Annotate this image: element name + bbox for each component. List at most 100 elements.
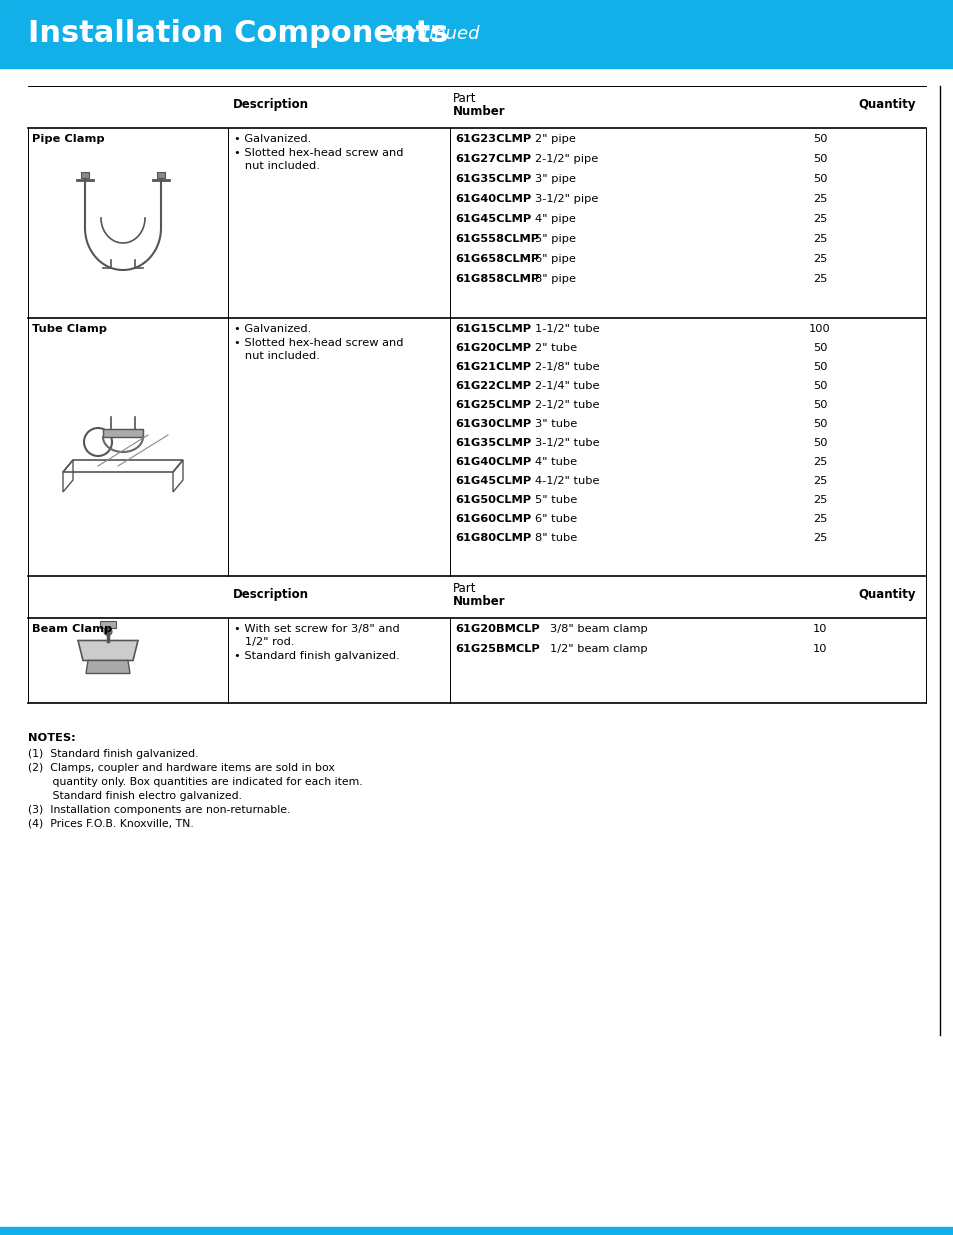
Text: 25: 25 [812, 194, 826, 204]
Text: 61G20BMCLP: 61G20BMCLP [455, 624, 539, 634]
Text: • Slotted hex-head screw and: • Slotted hex-head screw and [233, 338, 403, 348]
Text: Installation Components: Installation Components [28, 20, 448, 48]
Text: 61G20CLMP: 61G20CLMP [455, 343, 531, 353]
Text: 50: 50 [812, 135, 826, 144]
Text: 61G40CLMP: 61G40CLMP [455, 194, 531, 204]
Text: Beam Clamp: Beam Clamp [32, 624, 112, 634]
Text: 61G858CLMP: 61G858CLMP [455, 274, 538, 284]
Text: 50: 50 [812, 154, 826, 164]
Text: 25: 25 [812, 274, 826, 284]
Text: 3" pipe: 3" pipe [535, 174, 576, 184]
Text: 61G15CLMP: 61G15CLMP [455, 324, 531, 333]
Text: 4-1/2" tube: 4-1/2" tube [535, 475, 598, 487]
Text: Part: Part [453, 582, 476, 595]
Text: 50: 50 [812, 362, 826, 372]
Text: 100: 100 [808, 324, 830, 333]
Text: Number: Number [453, 105, 505, 119]
Text: • Standard finish galvanized.: • Standard finish galvanized. [233, 651, 399, 661]
Text: Description: Description [233, 588, 309, 601]
Text: 25: 25 [812, 457, 826, 467]
Text: 2-1/4" tube: 2-1/4" tube [535, 382, 598, 391]
Text: (3)  Installation components are non-returnable.: (3) Installation components are non-retu… [28, 805, 290, 815]
Text: Description: Description [233, 98, 309, 111]
Bar [0, 0, 953, 68]
Polygon shape [78, 641, 138, 661]
Text: 3" tube: 3" tube [535, 419, 577, 429]
Text: 1-1/2" tube: 1-1/2" tube [535, 324, 599, 333]
Text: 61G25BMCLP: 61G25BMCLP [455, 643, 539, 655]
Text: 61G35CLMP: 61G35CLMP [455, 174, 531, 184]
Text: 61G60CLMP: 61G60CLMP [455, 514, 531, 524]
Bar [100, 620, 116, 627]
Text: 2-1/8" tube: 2-1/8" tube [535, 362, 599, 372]
Text: 61G50CLMP: 61G50CLMP [455, 495, 531, 505]
Text: 61G35CLMP: 61G35CLMP [455, 438, 531, 448]
Text: 3-1/2" pipe: 3-1/2" pipe [535, 194, 598, 204]
Text: 4" pipe: 4" pipe [535, 214, 576, 224]
Text: 8" tube: 8" tube [535, 534, 577, 543]
Text: 5" pipe: 5" pipe [535, 233, 576, 245]
Text: 61G45CLMP: 61G45CLMP [455, 214, 531, 224]
Text: 10: 10 [812, 624, 826, 634]
Polygon shape [86, 661, 130, 673]
Text: 61G30CLMP: 61G30CLMP [455, 419, 531, 429]
Bar [0, 1228, 953, 1235]
Text: 6" pipe: 6" pipe [535, 254, 576, 264]
Text: Quantity: Quantity [858, 588, 915, 601]
Text: 25: 25 [812, 254, 826, 264]
Text: 4" tube: 4" tube [535, 457, 577, 467]
Text: 25: 25 [812, 214, 826, 224]
Text: 2" tube: 2" tube [535, 343, 577, 353]
Text: 50: 50 [812, 400, 826, 410]
Text: • Galvanized.: • Galvanized. [233, 135, 311, 144]
Text: 61G27CLMP: 61G27CLMP [455, 154, 531, 164]
Text: 25: 25 [812, 514, 826, 524]
Text: 1/2" rod.: 1/2" rod. [233, 637, 294, 647]
Text: Tube Clamp: Tube Clamp [32, 324, 107, 333]
Text: 6" tube: 6" tube [535, 514, 577, 524]
Text: nut included.: nut included. [233, 161, 319, 170]
Text: 50: 50 [812, 343, 826, 353]
Text: 5" tube: 5" tube [535, 495, 577, 505]
Text: (1)  Standard finish galvanized.: (1) Standard finish galvanized. [28, 748, 198, 760]
Text: Standard finish electro galvanized.: Standard finish electro galvanized. [28, 790, 242, 802]
Text: 61G25CLMP: 61G25CLMP [455, 400, 531, 410]
Text: • With set screw for 3/8" and: • With set screw for 3/8" and [233, 624, 399, 634]
Text: 61G40CLMP: 61G40CLMP [455, 457, 531, 467]
FancyBboxPatch shape [157, 172, 165, 178]
Text: 50: 50 [812, 419, 826, 429]
Text: 61G80CLMP: 61G80CLMP [455, 534, 531, 543]
Text: 10: 10 [812, 643, 826, 655]
Text: Part: Part [453, 91, 476, 105]
Text: • Galvanized.: • Galvanized. [233, 324, 311, 333]
Text: 8" pipe: 8" pipe [535, 274, 576, 284]
Text: 61G658CLMP: 61G658CLMP [455, 254, 538, 264]
Text: 3/8" beam clamp: 3/8" beam clamp [550, 624, 647, 634]
Text: 25: 25 [812, 495, 826, 505]
Text: 25: 25 [812, 233, 826, 245]
Text: • Slotted hex-head screw and: • Slotted hex-head screw and [233, 148, 403, 158]
Text: 3-1/2" tube: 3-1/2" tube [535, 438, 599, 448]
Text: (2)  Clamps, coupler and hardware items are sold in box: (2) Clamps, coupler and hardware items a… [28, 763, 335, 773]
Circle shape [104, 627, 112, 636]
Text: 25: 25 [812, 534, 826, 543]
Text: 61G558CLMP: 61G558CLMP [455, 233, 538, 245]
Text: 50: 50 [812, 438, 826, 448]
Text: quantity only. Box quantities are indicated for each item.: quantity only. Box quantities are indica… [28, 777, 362, 787]
Text: (4)  Prices F.O.B. Knoxville, TN.: (4) Prices F.O.B. Knoxville, TN. [28, 819, 193, 829]
Ellipse shape [84, 429, 112, 456]
Text: 2-1/2" tube: 2-1/2" tube [535, 400, 598, 410]
Text: 2-1/2" pipe: 2-1/2" pipe [535, 154, 598, 164]
Text: Pipe Clamp: Pipe Clamp [32, 135, 105, 144]
Text: 61G45CLMP: 61G45CLMP [455, 475, 531, 487]
Text: nut included.: nut included. [233, 351, 319, 361]
Text: 2" pipe: 2" pipe [535, 135, 576, 144]
Bar [103, 429, 143, 437]
Text: 61G23CLMP: 61G23CLMP [455, 135, 531, 144]
Text: continued: continued [390, 25, 479, 43]
Text: 50: 50 [812, 174, 826, 184]
Text: 1/2" beam clamp: 1/2" beam clamp [550, 643, 647, 655]
Text: NOTES:: NOTES: [28, 734, 75, 743]
Text: Quantity: Quantity [858, 98, 915, 111]
Text: 50: 50 [812, 382, 826, 391]
